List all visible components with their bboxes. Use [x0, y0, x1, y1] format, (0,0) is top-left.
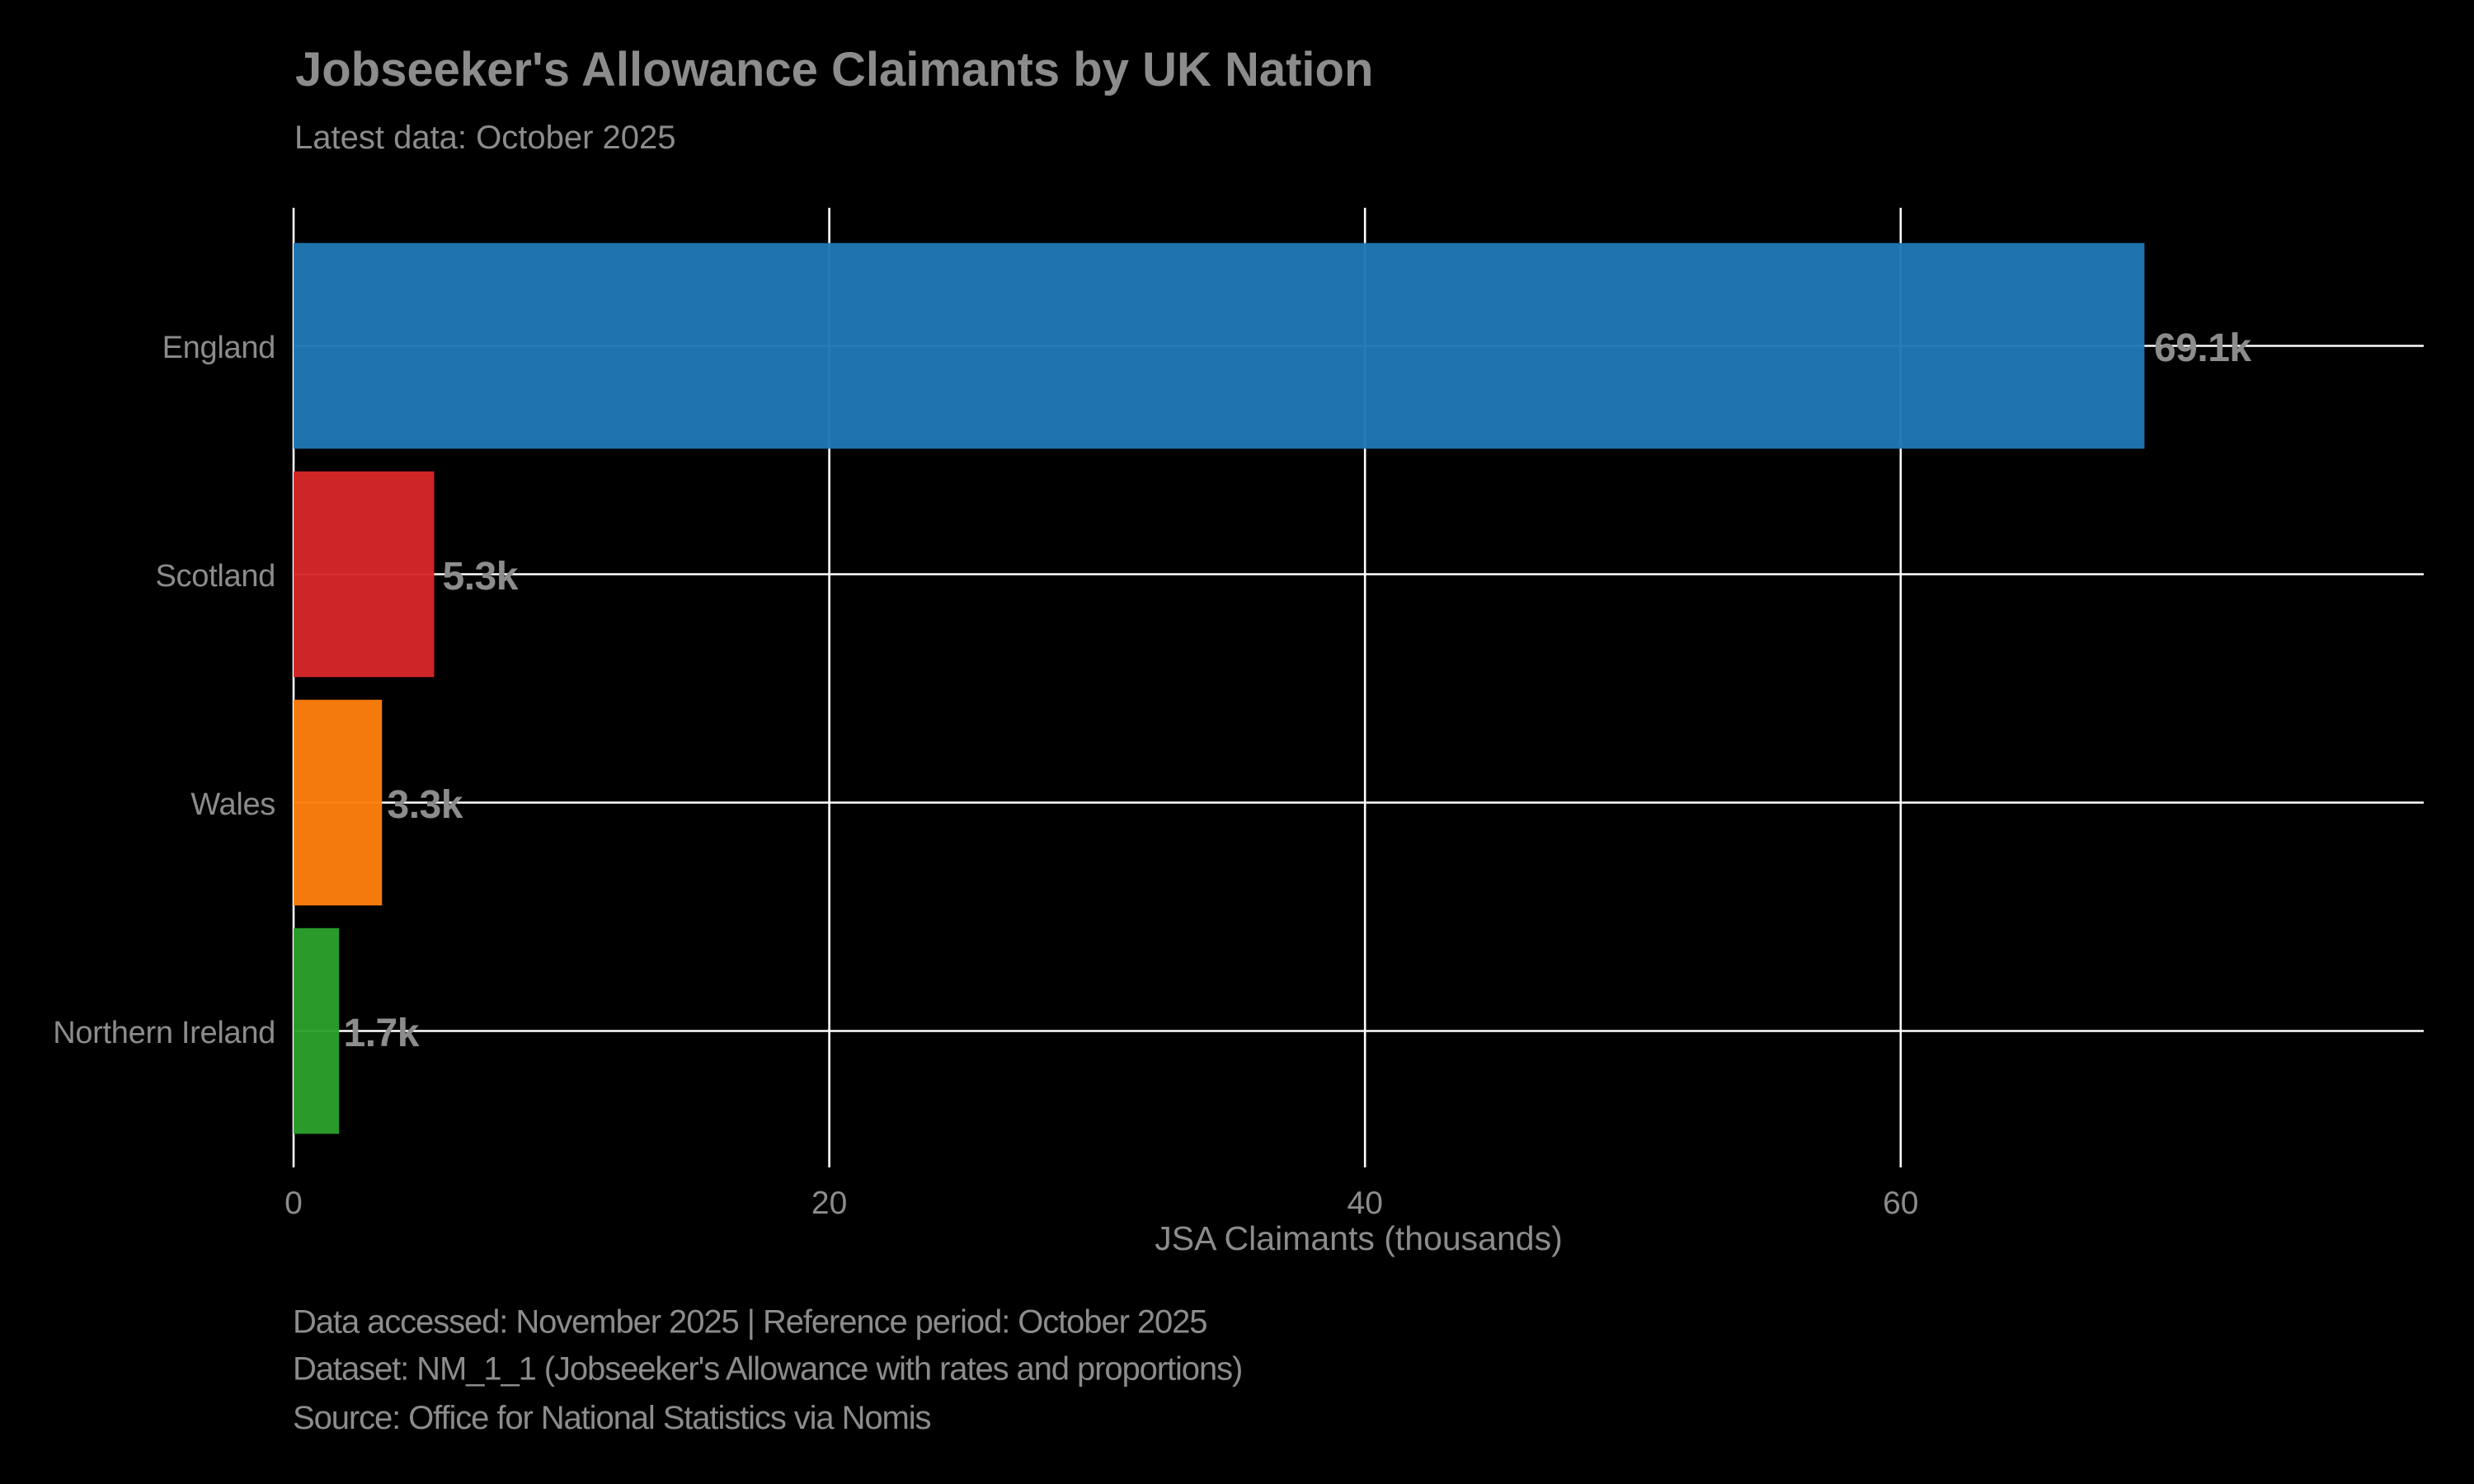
- svg-text:Data accessed: November 2025 |: Data accessed: November 2025 | Reference…: [293, 1304, 1206, 1341]
- svg-text:60: 60: [1883, 1186, 1918, 1221]
- svg-text:3.3k: 3.3k: [388, 783, 463, 827]
- svg-text:5.3k: 5.3k: [443, 555, 519, 599]
- svg-text:1.7k: 1.7k: [344, 1012, 420, 1055]
- svg-text:0: 0: [285, 1186, 303, 1221]
- svg-text:Source: Office for National St: Source: Office for National Statistics v…: [293, 1400, 931, 1436]
- svg-text:JSA Claimants (thousands): JSA Claimants (thousands): [1155, 1219, 1563, 1257]
- svg-text:Jobseeker's Allowance Claimant: Jobseeker's Allowance Claimants by UK Na…: [295, 43, 1373, 96]
- svg-text:England: England: [162, 331, 275, 365]
- svg-text:69.1k: 69.1k: [2154, 326, 2251, 370]
- svg-text:40: 40: [1348, 1186, 1383, 1221]
- svg-text:Scotland: Scotland: [156, 559, 275, 594]
- svg-text:Wales: Wales: [190, 787, 275, 822]
- svg-text:Northern Ireland: Northern Ireland: [53, 1016, 275, 1050]
- svg-text:Dataset: NM_1_1 (Jobseeker's A: Dataset: NM_1_1 (Jobseeker's Allowance w…: [293, 1351, 1242, 1388]
- svg-text:Latest data: October 2025: Latest data: October 2025: [294, 120, 676, 156]
- svg-text:20: 20: [811, 1186, 847, 1221]
